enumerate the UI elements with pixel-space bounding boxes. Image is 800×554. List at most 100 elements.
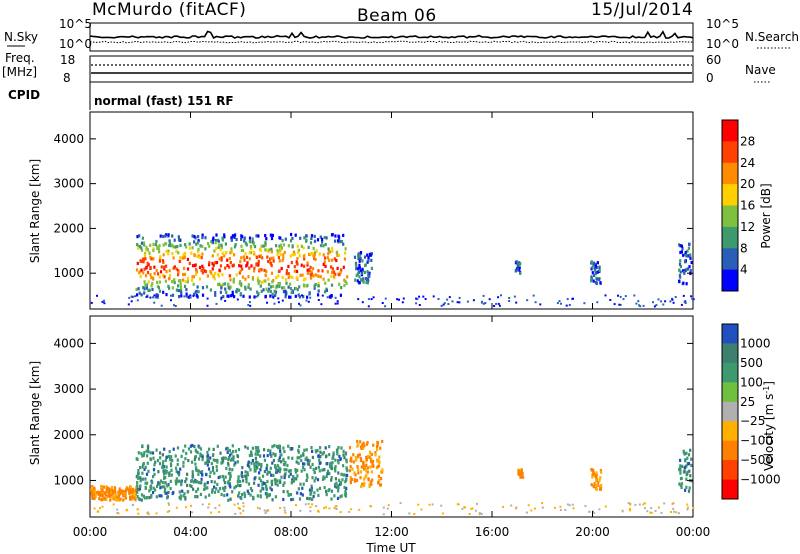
- heatmap-cell: [226, 258, 229, 262]
- heatmap-cell: [93, 496, 96, 501]
- heatmap-cell: [104, 493, 107, 497]
- heatmap-cell: [362, 441, 365, 445]
- heatmap-cell: [213, 490, 217, 494]
- heatmap-cell: [287, 456, 290, 460]
- heatmap-cell: [155, 268, 158, 273]
- heatmap-cell: [182, 460, 185, 465]
- heatmap-cell: [594, 264, 597, 268]
- heatmap-cell: [297, 487, 300, 491]
- heatmap-cell: [515, 301, 518, 304]
- heatmap-cell: [594, 474, 597, 478]
- heatmap-cell: [596, 270, 599, 274]
- heatmap-cell: [298, 285, 301, 289]
- heatmap-cell: [321, 240, 324, 244]
- heatmap-cell: [213, 249, 216, 253]
- colorbar-tick-label: 16: [740, 199, 755, 213]
- heatmap-cell: [223, 481, 226, 485]
- heatmap-cell: [224, 287, 227, 291]
- heatmap-cell: [136, 487, 139, 491]
- heatmap-cell: [258, 254, 261, 258]
- heatmap-cell: [190, 484, 193, 489]
- heatmap-cell: [194, 462, 197, 466]
- heatmap-cell: [334, 234, 337, 238]
- heatmap-cell: [257, 292, 260, 296]
- heatmap-cell: [166, 484, 169, 488]
- heatmap-cell: [180, 480, 183, 484]
- heatmap-cell: [152, 248, 155, 253]
- heatmap-cell: [233, 463, 236, 467]
- colorbar-tick-label: 24: [740, 156, 755, 170]
- heatmap-cell: [176, 480, 179, 484]
- heatmap-cell: [228, 456, 231, 460]
- heatmap-cell: [291, 479, 294, 484]
- heatmap-cell: [240, 284, 243, 288]
- heatmap-cell: [211, 453, 215, 457]
- heatmap-cell: [172, 256, 175, 260]
- heatmap-cell: [363, 477, 366, 481]
- heatmap-cell: [261, 256, 264, 260]
- heatmap-cell: [141, 471, 144, 475]
- heatmap-cell: [279, 480, 282, 484]
- heatmap-cell: [277, 459, 280, 463]
- heatmap-cell: [211, 238, 215, 242]
- heatmap-cell: [240, 473, 243, 477]
- heatmap-cell: [355, 264, 358, 268]
- colorbar-tick-label: 500: [740, 356, 763, 370]
- heatmap-cell: [170, 455, 173, 459]
- heatmap-cell: [175, 469, 178, 473]
- heatmap-cell: [129, 497, 132, 501]
- heatmap-cell: [264, 273, 267, 277]
- heatmap-cell: [321, 237, 324, 241]
- heatmap-cell: [251, 277, 254, 281]
- heatmap-cell: [289, 254, 292, 258]
- heatmap-cell: [150, 284, 153, 288]
- heatmap-cell: [374, 453, 377, 457]
- heatmap-cell: [93, 490, 96, 494]
- heatmap-cell: [191, 234, 194, 238]
- heatmap-cell: [219, 451, 222, 455]
- heatmap-cell: [274, 495, 277, 499]
- heatmap-cell: [278, 456, 281, 460]
- x-tick-label: 04:00: [173, 525, 208, 539]
- heatmap-cell: [269, 449, 272, 453]
- heatmap-cell: [566, 503, 569, 506]
- colorbar-swatch: [722, 120, 738, 142]
- heatmap-cell: [591, 475, 594, 479]
- heatmap-cell: [672, 507, 675, 510]
- heatmap-cell: [688, 486, 691, 490]
- heatmap-cell: [317, 289, 320, 293]
- heatmap-cell: [144, 465, 147, 469]
- noise-panel: N.Sky 10^5 10^0 10^5 10^0 N.Search: [4, 17, 799, 52]
- heatmap-cell: [149, 451, 152, 455]
- heatmap-cell: [118, 487, 121, 491]
- heatmap-cell: [679, 244, 682, 248]
- nsearch-tick-bottom: 10^0: [706, 37, 739, 51]
- heatmap-cell: [197, 457, 201, 461]
- heatmap-cell: [231, 450, 235, 454]
- heatmap-cell: [205, 285, 209, 289]
- heatmap-cell: [313, 479, 316, 483]
- x-tick-label: 12:00: [374, 525, 409, 539]
- heatmap-cell: [308, 488, 312, 492]
- heatmap-cell: [339, 457, 342, 462]
- heatmap-cell: [201, 264, 204, 268]
- heatmap-cell: [515, 507, 517, 510]
- heatmap-cell: [431, 503, 434, 506]
- heatmap-cell: [681, 246, 684, 251]
- heatmap-cell: [686, 254, 689, 258]
- heatmap-cell: [248, 251, 251, 255]
- heatmap-cell: [678, 262, 682, 266]
- heatmap-cell: [191, 470, 194, 474]
- heatmap-cell: [291, 245, 294, 249]
- heatmap-cell: [224, 485, 227, 489]
- heatmap-cell: [185, 245, 188, 249]
- heatmap-cell: [234, 243, 237, 247]
- heatmap-cell: [336, 300, 339, 303]
- heatmap-cell: [162, 265, 166, 269]
- heatmap-cell: [363, 270, 366, 274]
- heatmap-cell: [99, 493, 102, 497]
- heatmap-cell: [291, 456, 294, 460]
- heatmap-cell: [326, 270, 329, 274]
- heatmap-cell: [202, 266, 205, 270]
